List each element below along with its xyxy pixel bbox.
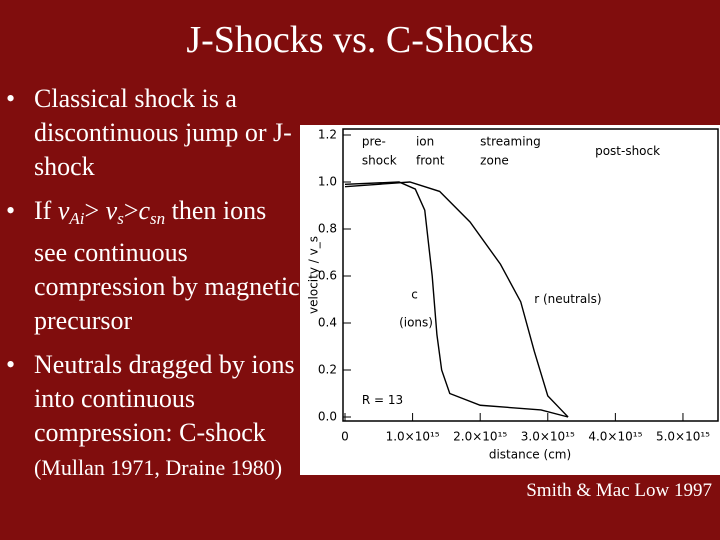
y-axis-label: velocity / v_s	[307, 236, 321, 314]
y-tick-label: 0.8	[318, 222, 337, 236]
bullet-text: then ions see continuous compression by …	[34, 196, 300, 335]
annotation: r (neutrals)	[534, 292, 601, 306]
bullet-text: Neutrals dragged by ions into continuous…	[34, 350, 295, 447]
annotation: ion	[416, 135, 434, 149]
x-tick-label: 0	[341, 430, 349, 444]
bullet-text: If	[34, 196, 58, 225]
x-tick-label: 2.0×10¹⁵	[453, 430, 507, 444]
x-tick-label: 5.0×10¹⁵	[656, 430, 710, 444]
bullet: If vAi> vs>csn then ions see continuous …	[0, 194, 300, 338]
caption: Smith & Mac Low 1997	[526, 480, 712, 501]
x-tick-label: 3.0×10¹⁵	[521, 430, 575, 444]
bullet-text: >	[123, 196, 139, 225]
plot-frame	[342, 128, 719, 422]
annotation: pre-	[362, 135, 386, 149]
annotation: front	[416, 153, 445, 167]
line	[344, 181, 569, 418]
annotation: post-shock	[595, 144, 660, 158]
y-tick-label: 1.0	[318, 175, 337, 189]
bullet-text: (Mullan 1971, Draine 1980)	[34, 455, 283, 480]
y-tick-label: 0.0	[318, 410, 337, 424]
x-tick-label: 4.0×10¹⁵	[588, 430, 642, 444]
x-axis-label: distance (cm)	[489, 448, 571, 462]
annotation: zone	[480, 153, 509, 167]
bullet: Classical shock is a discontinuous jump …	[0, 82, 300, 184]
bullet-text: s	[117, 209, 124, 228]
y-tick-label: 1.2	[318, 128, 337, 142]
annotation: streaming	[480, 135, 541, 149]
bullet-text: sn	[150, 209, 166, 228]
bullet-text: Classical shock is a discontinuous jump …	[34, 84, 292, 181]
slide-title: J-Shocks vs. C-Shocks	[186, 19, 534, 61]
bullet-text: >	[84, 196, 106, 225]
bullet-text: v	[105, 196, 118, 225]
line	[344, 181, 569, 418]
annotation: R = 13	[362, 393, 403, 407]
bullet-text: c	[138, 196, 151, 225]
annotation: c	[411, 287, 418, 301]
y-tick-label: 0.2	[318, 363, 337, 377]
annotation: shock	[362, 153, 397, 167]
y-tick-label: 0.4	[318, 316, 337, 330]
bullet: Neutrals dragged by ions into continuous…	[0, 348, 300, 485]
bullet-list: Classical shock is a discontinuous jump …	[0, 82, 300, 495]
bullet-text: v	[57, 196, 70, 225]
bullet-text: Ai	[69, 209, 85, 228]
chart: velocity / v_s distance (cm) 0.0 0.2 0.4 0.…	[300, 125, 720, 475]
y-tick-label: 0.6	[318, 269, 337, 283]
x-tick-label: 1.0×10¹⁵	[386, 430, 440, 444]
annotation: (ions)	[399, 316, 433, 330]
